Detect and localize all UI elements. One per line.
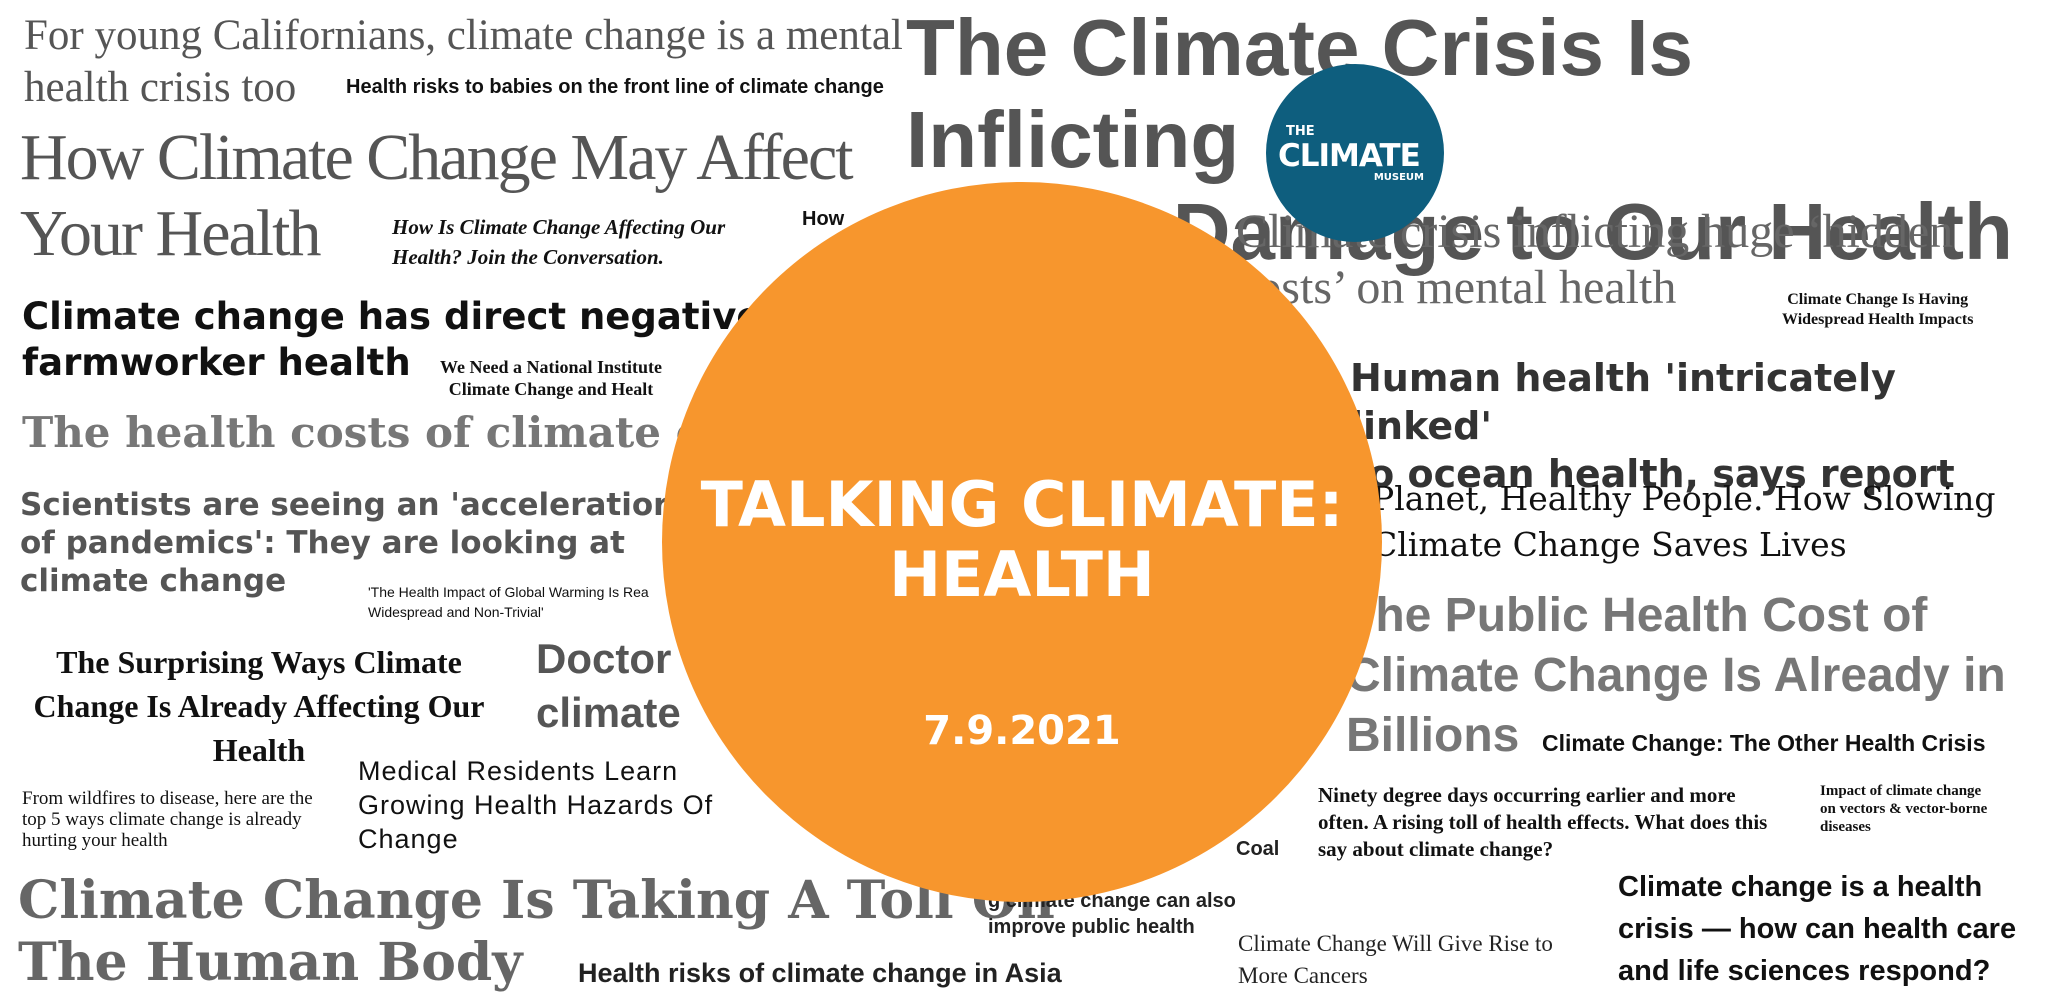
headline-healthy-planet: Planet, Healthy People. How Slowing Clim… [1372,479,1996,564]
headline-medical-residents: Medical Residents Learn Growing Health H… [358,756,714,854]
headline-how-climate-change-may-affect: How Climate Change May Affect Your Healt… [20,121,854,270]
logo-climate-text: CLIMATE [1278,138,1421,174]
headline-pandemics: Scientists are seeing an 'acceleratior o… [20,487,669,599]
headline-wildfires-disease: From wildfires to disease, here are the … [22,788,313,851]
headline-doctors-climate: Doctor climate [536,635,681,736]
orange-circle-badge [662,182,1382,902]
headline-national-institute: We Need a National Institute Climate Cha… [440,357,662,399]
headline-health-impact-global-warming: 'The Health Impact of Global Warming Is … [368,584,649,620]
headline-ninety-degree-days: Ninety degree days occurring earlier and… [1318,783,1768,861]
headline-other-health-crisis: Climate Change: The Other Health Crisis [1542,730,1986,756]
headline-coal-fragment: Coal [1236,838,1280,860]
logo-museum-text: MUSEUM [1373,172,1424,183]
event-title: TALKING CLIMATE: HEALTH [700,468,1344,611]
headline-health-costs: The health costs of climate char [22,408,782,457]
headline-farmworker-health: Climate change has direct negative in fa… [22,295,813,384]
headline-widespread-impacts: Climate Change Is Having Widespread Heal… [1782,291,1974,328]
headline-vector-borne: Impact of climate change on vectors & ve… [1820,783,1988,835]
headline-babies-front-line: Health risks to babies on the front line… [346,76,884,98]
headline-young-californians: For young Californians, climate change i… [24,12,903,111]
headline-how-fragment: How [802,208,845,230]
climate-museum-logo: THE CLIMATE MUSEUM [1266,64,1444,242]
headline-health-care-respond: Climate change is a health crisis — how … [1618,871,2017,987]
event-date: 7.9.2021 [923,708,1121,754]
headline-public-health-cost: The Public Health Cost of Climate Change… [1346,589,2006,762]
headline-join-conversation: How Is Climate Change Affecting Our Heal… [392,215,726,269]
headline-hidden-costs: Climate crisis inflicting huge ‘hidden c… [1236,205,1954,314]
logo-the-text: THE [1286,124,1315,139]
headline-surprising-ways: The Surprising Ways Climate Change Is Al… [33,644,485,768]
headline-health-risks-asia: Health risks of climate change in Asia [578,958,1062,988]
headline-taking-a-toll: Climate Change Is Taking A Toll On The H… [18,870,1055,993]
headline-more-cancers: Climate Change Will Give Rise to More Ca… [1238,931,1553,988]
